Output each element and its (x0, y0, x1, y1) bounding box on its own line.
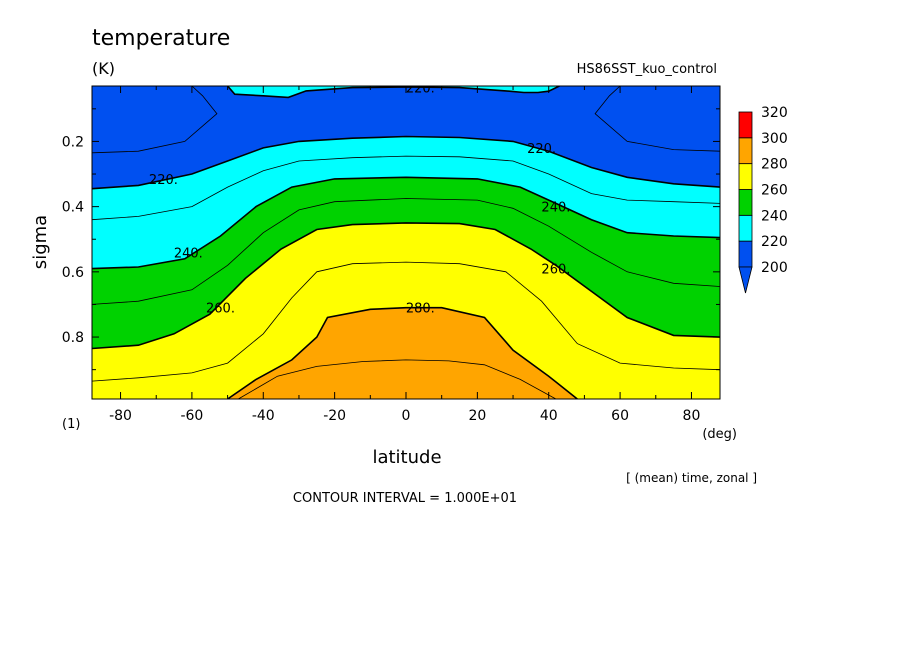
colorbar-label: 320 (761, 105, 788, 121)
contour-line-240-5 (92, 176, 720, 270)
x-tick-label: -80 (109, 408, 132, 424)
contour-label-3: 240. (541, 201, 570, 216)
x-tick-label: 40 (540, 408, 558, 424)
contour-line-210-9 (92, 86, 218, 154)
contour-line-290-0 (238, 359, 557, 399)
x-axis-label: latitude (372, 447, 441, 468)
colorbar-label: 240 (761, 208, 788, 224)
contour-labels: 220. 220. 220. 240. 240. 260. 260. 280. (149, 82, 570, 317)
contour-label-2: 220. (149, 173, 178, 188)
contour-line-250-4 (92, 198, 720, 305)
x-units-label: (deg) (702, 427, 737, 442)
y-tick-label: 0.4 (62, 200, 84, 216)
colorbar-label: 300 (761, 131, 788, 147)
colorbar-label: 280 (761, 157, 788, 173)
colorbar-segment (738, 214, 753, 242)
y-units-label: (1) (62, 417, 80, 432)
contour-label-6: 260. (206, 302, 235, 317)
x-tick-label: 80 (683, 408, 701, 424)
contour-interval-note: CONTOUR INTERVAL = 1.000E+01 (293, 491, 517, 506)
y-axis-label: sigma (30, 215, 51, 269)
x-tick-label: -40 (252, 408, 275, 424)
contour-line-220-7 (92, 135, 720, 190)
units-label: (K) (92, 59, 115, 78)
contour-fills (92, 86, 720, 399)
x-tick-label: 20 (468, 408, 486, 424)
axes: -80 -60 -40 -20 0 20 40 60 80 0.2 0.4 0.6 0.8 (62, 86, 720, 424)
x-tick-label: 60 (611, 408, 629, 424)
contour-line-210-10 (594, 86, 720, 152)
experiment-label: HS86SST_kuo_control (577, 62, 717, 77)
band-220-240-top (227, 86, 560, 98)
colorbar-segment (738, 163, 753, 190)
x-tick-label: 0 (402, 408, 411, 424)
y-tick-label: 0.8 (62, 330, 84, 346)
colorbar-segment (738, 137, 753, 165)
colorbar-label: 200 (761, 260, 788, 276)
band-280-300 (227, 307, 578, 399)
y-tick-label: 0.6 (62, 265, 84, 281)
colorbar-segment (738, 240, 753, 268)
colorbar-segment (738, 189, 753, 216)
colorbar: 200 220 240 260 280 300 320 (738, 105, 788, 294)
contour-label-0: 220. (406, 82, 435, 97)
colorbar-label: 220 (761, 234, 788, 250)
y-tick-label: 0.2 (62, 134, 84, 150)
contour-label-4: 240. (174, 246, 203, 261)
colorbar-under-triangle (738, 266, 753, 294)
contour-label-7: 280. (406, 302, 435, 317)
x-tick-label: -60 (180, 408, 203, 424)
x-tick-label: -20 (323, 408, 346, 424)
chart-title: temperature (92, 26, 230, 51)
contour-label-5: 260. (541, 263, 570, 278)
contour-line-260-3 (92, 222, 720, 350)
averaging-note: [ (mean) time, zonal ] (626, 471, 757, 485)
contour-line-280-1 (227, 306, 578, 399)
colorbar-segment (738, 111, 753, 139)
contour-line-230-6 (92, 155, 720, 221)
colorbar-label: 260 (761, 183, 788, 199)
contour-line-270-2 (92, 261, 720, 382)
plot-area: 220. 220. 220. 240. 240. 260. 260. 280. (92, 82, 720, 399)
contour-label-1: 220. (527, 142, 556, 157)
